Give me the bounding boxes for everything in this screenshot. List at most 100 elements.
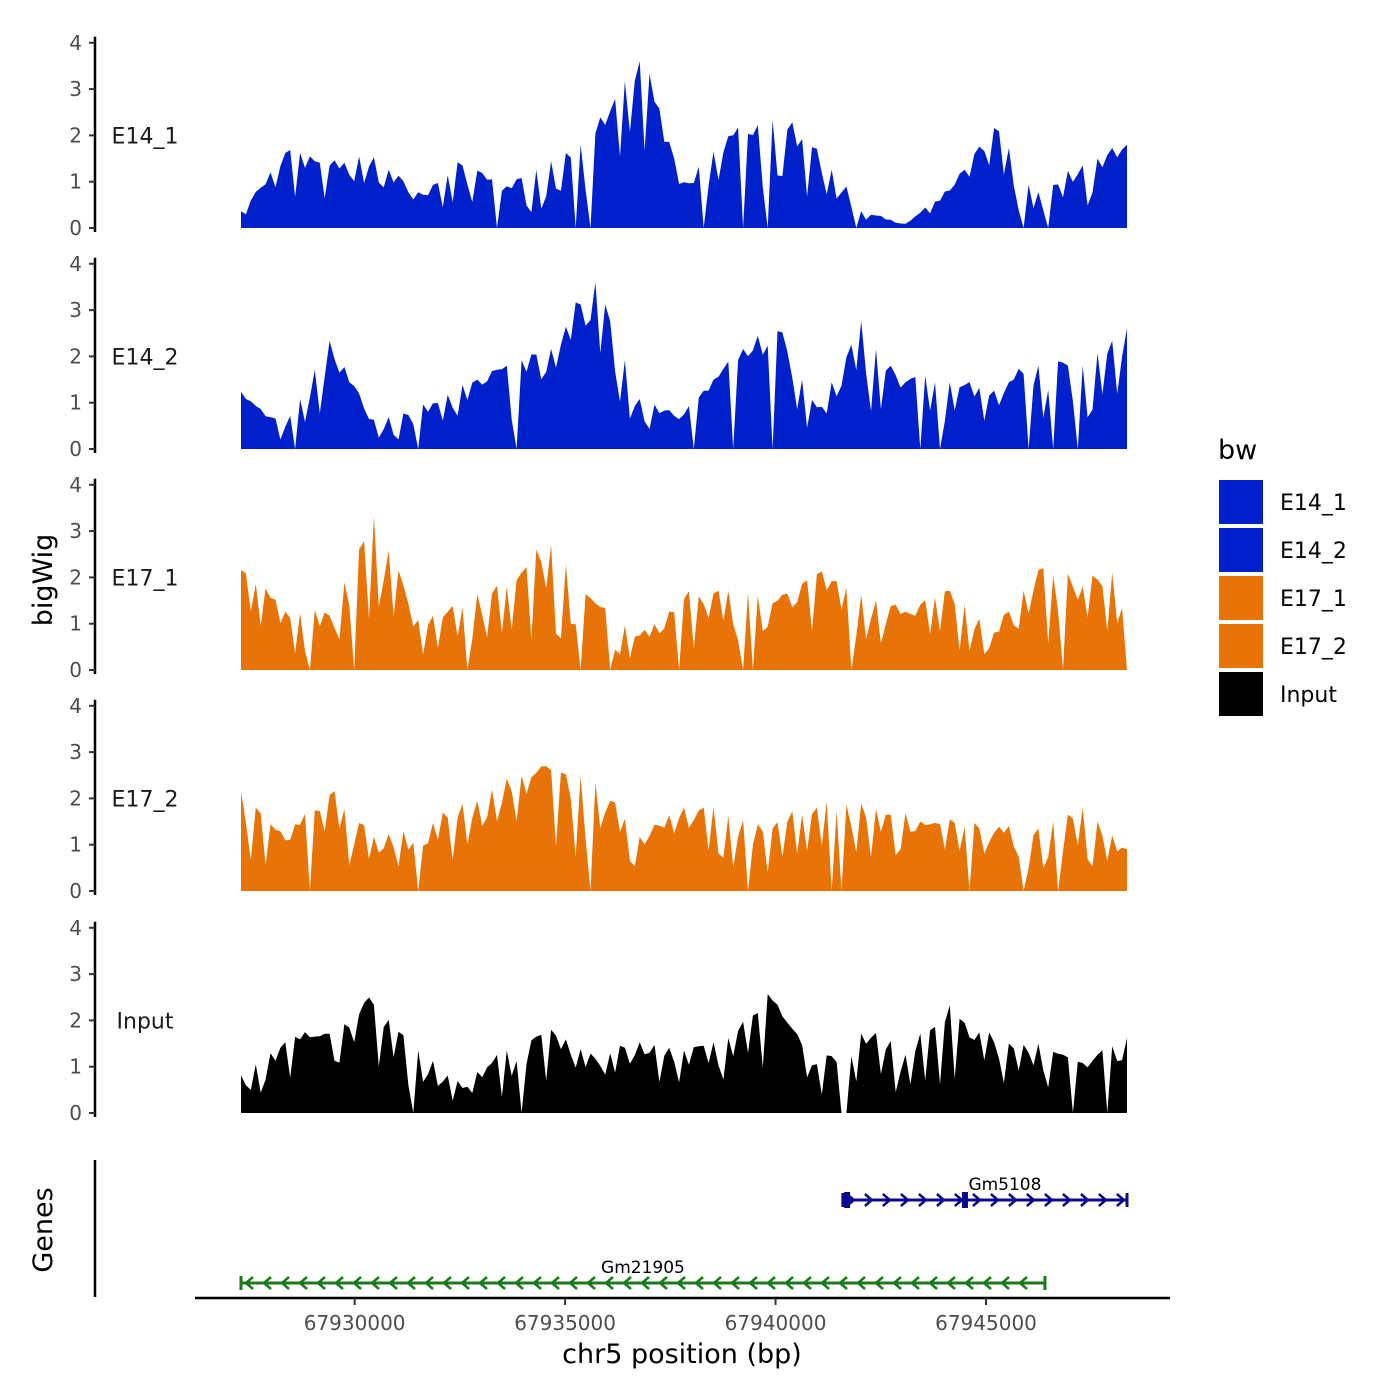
exon-block [844,1192,851,1208]
strand-chevron [990,1193,1000,1207]
y-tick-label: 0 [69,216,82,240]
signal-tracks: 0 1 2 3 4 E14_1 0 1 2 3 4 E14_2 0 1 2 3 4 E17_1 0 1 2 3 4 E17_2… [69,31,1127,1125]
y-tick-label: 1 [69,391,82,415]
y-tick-label: 4 [69,473,82,497]
strand-chevron [882,1193,892,1207]
strand-chevron [244,1276,254,1290]
strand-chevron [856,1276,866,1290]
strand-chevron [442,1276,452,1290]
legend-swatch [1219,624,1263,668]
track-label-e17-2: E17_2 [112,787,179,812]
legend-entry-e17-2: E17_2 [1219,624,1347,668]
track-e14-1: 0 1 2 3 4 E14_1 [69,31,1127,240]
y-tick-label: 4 [69,252,82,276]
y-tick-label: 4 [69,916,82,940]
y-tick-label: 0 [69,437,82,461]
y-tick-label: 1 [69,170,82,194]
y-tick-label: 4 [69,31,82,55]
strand-chevron [928,1276,938,1290]
x-tick-label: 67945000 [935,1311,1037,1335]
strand-chevron [712,1276,722,1290]
y-tick-label: 2 [69,123,82,147]
legend-label: E17_2 [1280,635,1347,660]
signal-area-e17-1 [241,515,1127,670]
signal-area-input [241,994,1127,1113]
strand-chevron [1000,1276,1010,1290]
y-tick-label: 3 [69,77,82,101]
strand-chevron [1098,1193,1108,1207]
strand-chevron [748,1276,758,1290]
strand-chevron [954,1193,964,1207]
strand-chevron [1080,1193,1090,1207]
y-tick-label: 2 [69,786,82,810]
x-tick-label: 67930000 [304,1311,406,1335]
strand-chevron [316,1276,326,1290]
legend-label: E17_1 [1280,587,1347,612]
strand-chevron [514,1276,524,1290]
track-e17-1: 0 1 2 3 4 E17_1 [69,473,1127,682]
legend-swatch [1219,576,1263,620]
track-e14-2: 0 1 2 3 4 E14_2 [69,252,1127,461]
strand-chevron [1018,1276,1028,1290]
track-label-input: Input [117,1009,174,1034]
strand-chevron [802,1276,812,1290]
strand-chevron [1062,1193,1072,1207]
strand-chevron [622,1276,632,1290]
strand-chevron [298,1276,308,1290]
legend-swatch [1219,480,1263,524]
legend-label: Input [1280,683,1337,708]
legend-entry-e17-1: E17_1 [1219,576,1347,620]
strand-chevron [604,1276,614,1290]
y-axis-title: bigWig [28,534,59,627]
strand-chevron [1026,1193,1036,1207]
track-input: 0 1 2 3 4 Input [69,916,1127,1125]
gene-label: Gm21905 [601,1258,685,1278]
y-tick-label: 2 [69,1008,82,1032]
strand-chevron [586,1276,596,1290]
strand-chevron [568,1276,578,1290]
strand-chevron [280,1276,290,1290]
y-tick-label: 0 [69,1101,82,1125]
strand-chevron [946,1276,956,1290]
exon-block [961,1192,968,1208]
gene-gm5108: Gm5108 [841,1175,1129,1208]
y-tick-label: 0 [69,658,82,682]
strand-chevron [334,1276,344,1290]
strand-chevron [766,1276,776,1290]
y-tick-label: 3 [69,740,82,764]
gene-track: Gm5108 Gm21905 [93,1160,1129,1297]
track-label-e17-1: E17_1 [112,566,179,591]
y-tick-label: 3 [69,962,82,986]
track-label-e14-2: E14_2 [112,345,179,370]
strand-chevron [1008,1193,1018,1207]
y-tick-label: 1 [69,1055,82,1079]
strand-chevron [1116,1193,1126,1207]
legend-entry-e14-2: E14_2 [1219,528,1347,572]
track-e17-2: 0 1 2 3 4 E17_2 [69,694,1127,903]
strand-chevron [370,1276,380,1290]
legend-swatch [1219,528,1263,572]
strand-chevron [892,1276,902,1290]
strand-chevron [964,1276,974,1290]
strand-chevron [982,1276,992,1290]
signal-area-e14-2 [241,282,1127,449]
strand-chevron [550,1276,560,1290]
gene-label: Gm5108 [968,1175,1041,1195]
strand-chevron [262,1276,272,1290]
strand-chevron [820,1276,830,1290]
strand-chevron [838,1276,848,1290]
legend-entry-e14-1: E14_1 [1219,480,1347,524]
strand-chevron [910,1276,920,1290]
y-tick-label: 3 [69,519,82,543]
strand-chevron [784,1276,794,1290]
legend-swatch [1219,672,1263,716]
strand-chevron [694,1276,704,1290]
strand-chevron [874,1276,884,1290]
legend-entry-input: Input [1219,672,1337,716]
y-tick-label: 0 [69,879,82,903]
strand-chevron [406,1276,416,1290]
strand-chevron [640,1276,650,1290]
strand-chevron [424,1276,434,1290]
legend-label: E14_1 [1280,491,1347,516]
signal-area-e17-2 [241,766,1127,891]
